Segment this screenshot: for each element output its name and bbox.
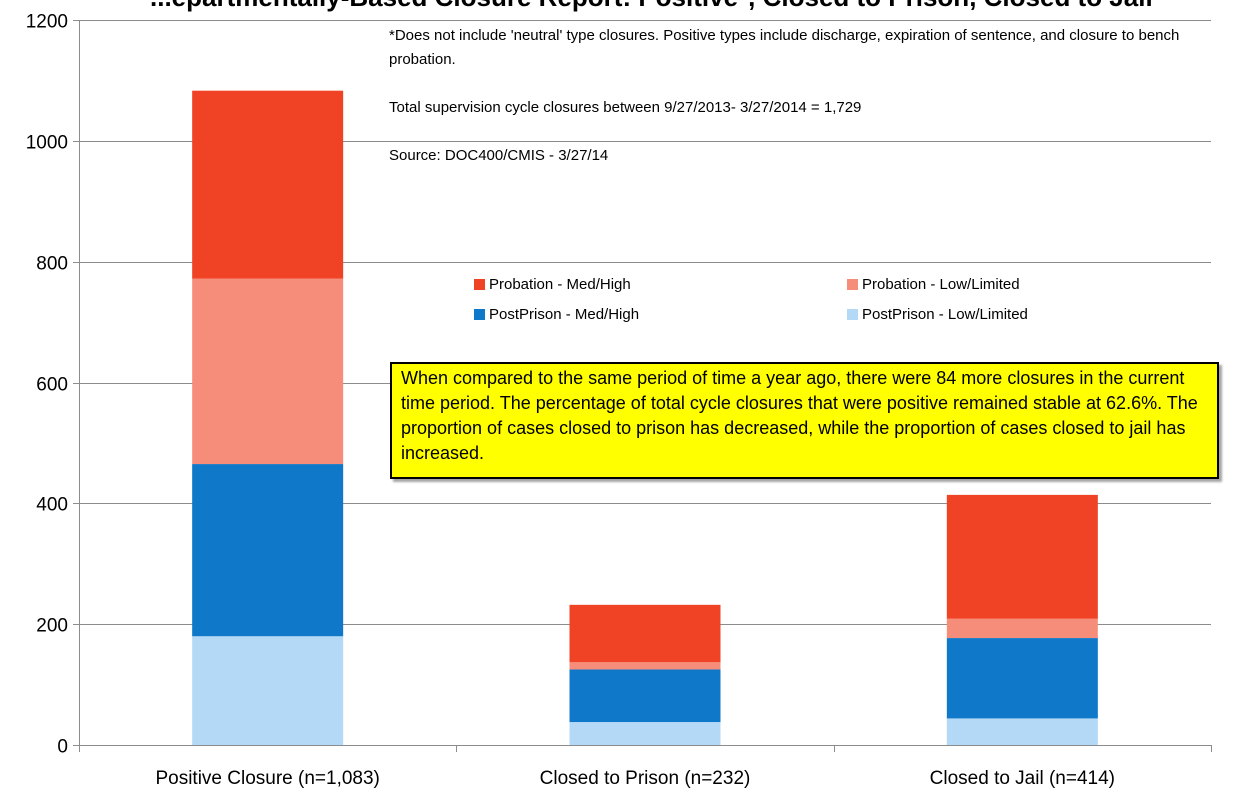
- legend-swatch: [474, 279, 485, 290]
- bar-segment: [946, 618, 1098, 639]
- legend-swatch: [847, 279, 858, 290]
- legend-swatch: [847, 309, 858, 320]
- y-tick-label: 1200: [26, 12, 68, 33]
- bar-segment: [946, 718, 1098, 745]
- callout-box: When compared to the same period of time…: [390, 362, 1219, 479]
- legend-label: Probation - Med/High: [489, 276, 631, 293]
- legend-item-probation-low-limited: Probation - Low/Limited: [847, 276, 1020, 293]
- y-tick-label: 0: [57, 737, 68, 758]
- bar-segment: [569, 669, 721, 723]
- axis-labels: 0 200 400 600 800 1000 1200 Positive Closure (n…: [26, 12, 1115, 790]
- bar-segment: [192, 636, 344, 745]
- legend-item-postprison-med-high: PostPrison - Med/High: [474, 306, 639, 323]
- y-tick-label: 200: [36, 616, 68, 637]
- axes: [73, 20, 1212, 752]
- bar-segment: [946, 638, 1098, 719]
- x-category-label: Positive Closure (n=1,083): [155, 768, 379, 789]
- x-category-label: Closed to Jail (n=414): [930, 768, 1115, 789]
- bar-segment: [569, 604, 721, 663]
- note-exclusions: *Does not include 'neutral' type closure…: [389, 27, 1180, 68]
- legend-swatch: [474, 309, 485, 320]
- legend-label: Probation - Low/Limited: [862, 276, 1020, 293]
- bar-segment: [192, 464, 344, 637]
- legend-label: PostPrison - Med/High: [489, 306, 640, 323]
- y-tick-label: 1000: [26, 133, 68, 154]
- note-source: Source: DOC400/CMIS - 3/27/14: [389, 147, 609, 164]
- bar-segment: [569, 662, 721, 670]
- chart-title: ...epartmentally-Based Closure Report: P…: [150, 0, 1153, 13]
- y-tick-label: 400: [36, 495, 68, 516]
- bars: [192, 90, 1098, 745]
- x-category-label: Closed to Prison (n=232): [540, 768, 751, 789]
- legend-label: PostPrison - Low/Limited: [862, 306, 1028, 323]
- bar-segment: [192, 90, 344, 279]
- bar-segment: [192, 278, 344, 465]
- bar-segment: [569, 722, 721, 745]
- bar-segment: [946, 494, 1098, 619]
- legend-item-probation-med-high: Probation - Med/High: [474, 276, 631, 293]
- note-total-closures: Total supervision cycle closures between…: [389, 99, 862, 116]
- chart-notes: *Does not include 'neutral' type closure…: [389, 24, 1189, 192]
- y-tick-label: 600: [36, 375, 68, 396]
- y-tick-label: 800: [36, 254, 68, 275]
- legend-item-postprison-low-limited: PostPrison - Low/Limited: [847, 306, 1028, 323]
